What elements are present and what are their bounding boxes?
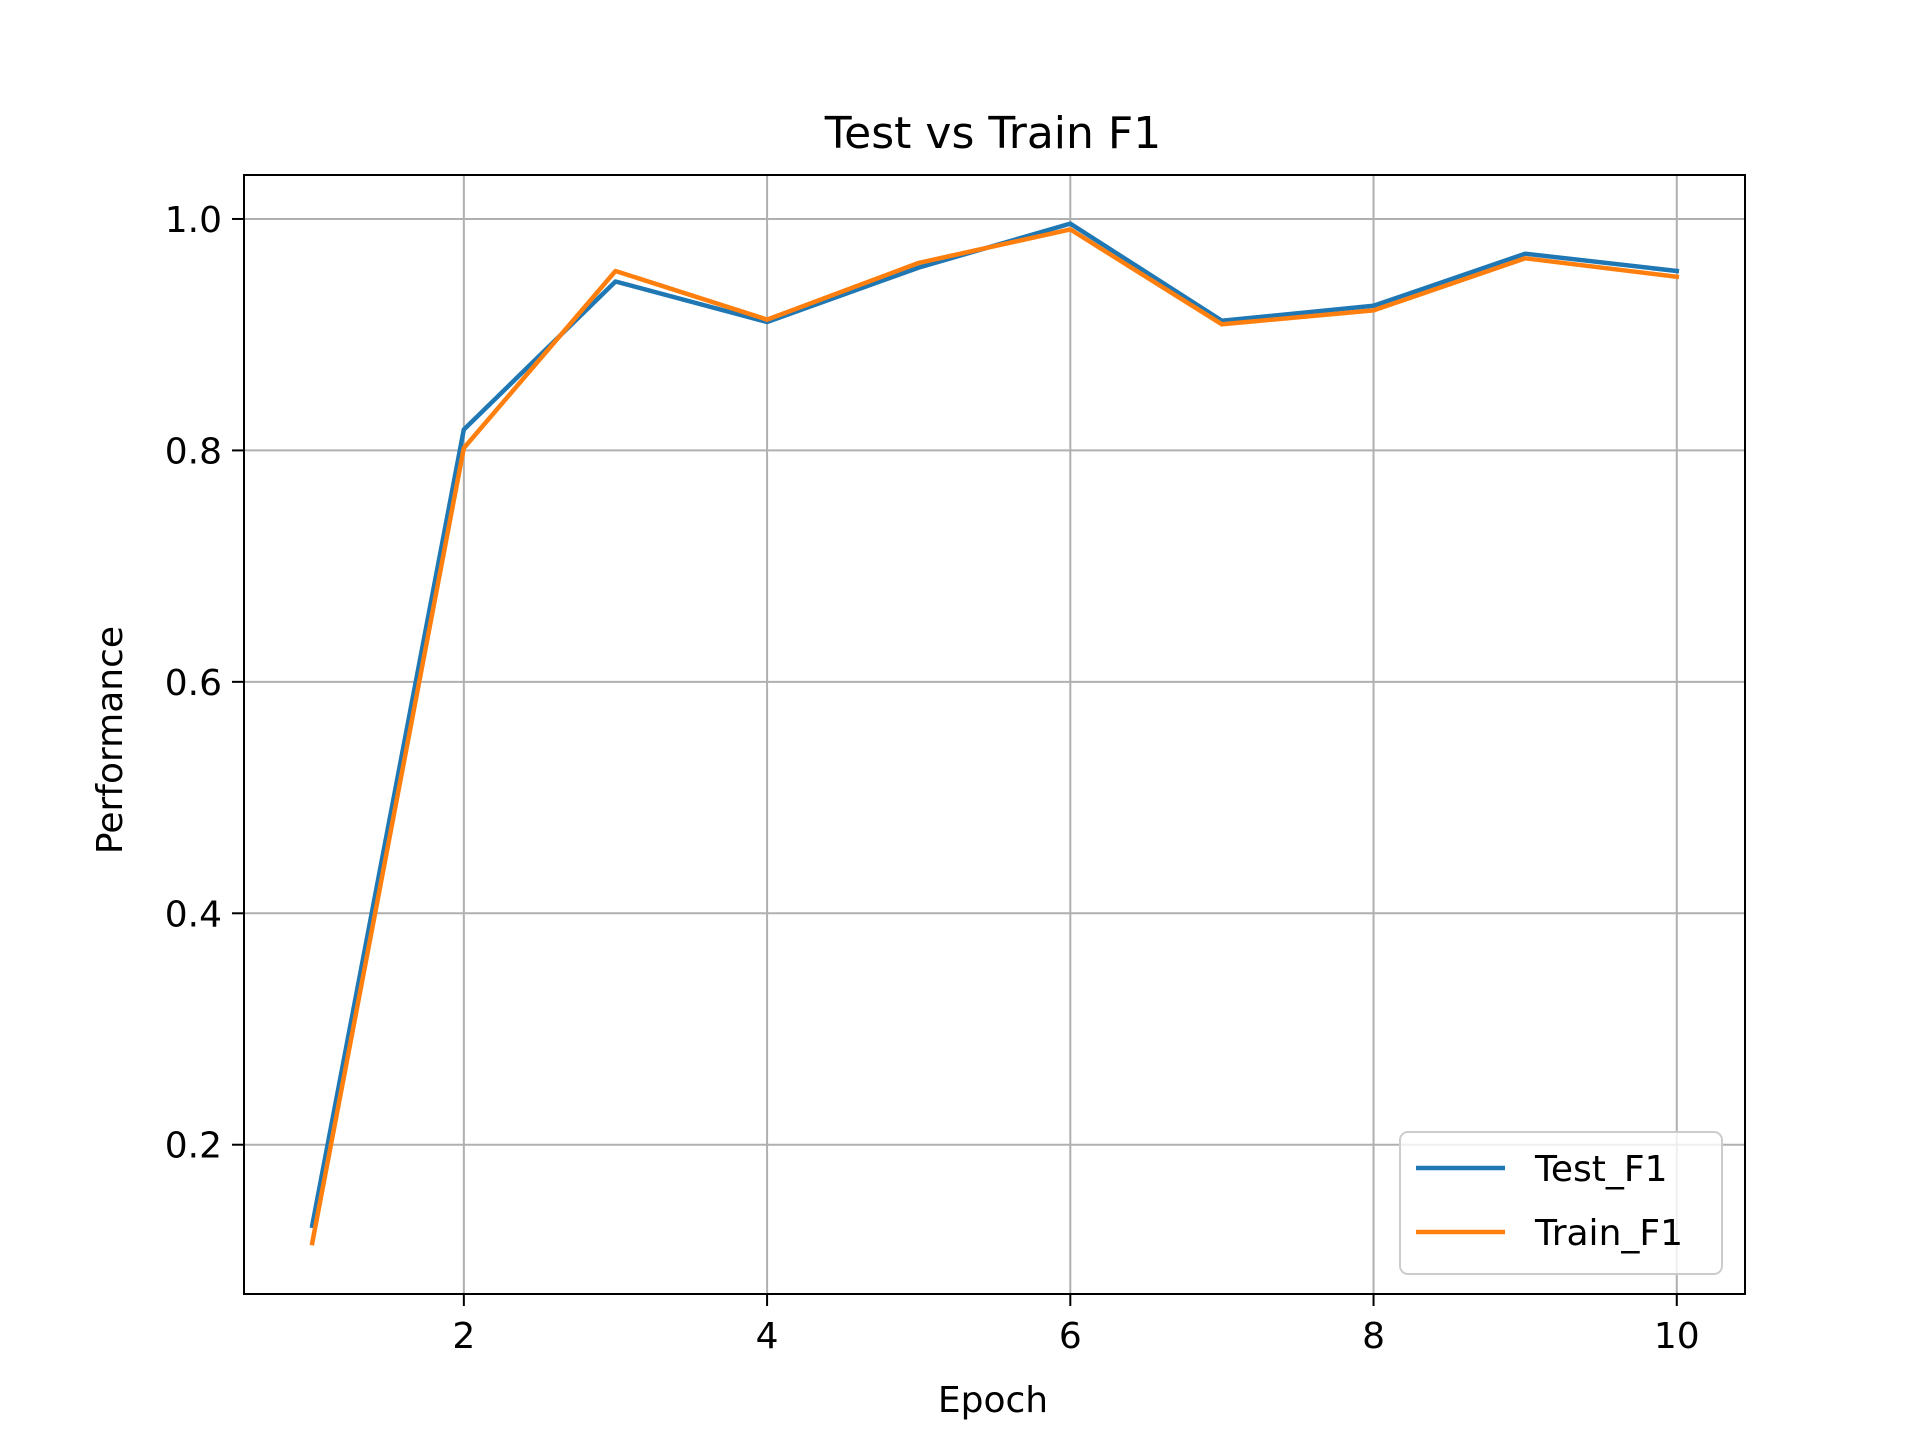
x-tick-label: 4 bbox=[756, 1316, 779, 1357]
y-tick-label: 0.2 bbox=[165, 1126, 222, 1167]
x-tick-label: 10 bbox=[1654, 1316, 1700, 1357]
grid-lines bbox=[244, 175, 1745, 1294]
y-tick-label: 0.8 bbox=[165, 431, 222, 472]
x-tick-label: 2 bbox=[452, 1316, 475, 1357]
y-tick-label: 0.6 bbox=[165, 663, 222, 704]
plot-frame bbox=[243, 174, 1746, 1295]
series-line-train-f1 bbox=[309, 227, 1680, 1246]
x-tick-label: 6 bbox=[1059, 1316, 1082, 1357]
y-axis-label: Performance bbox=[90, 626, 131, 854]
y-tick-label: 0.4 bbox=[165, 894, 222, 935]
legend-label-test-f1: Test_F1 bbox=[1534, 1149, 1668, 1190]
legend: Test_F1 Train_F1 bbox=[1399, 1131, 1723, 1275]
legend-label-train-f1: Train_F1 bbox=[1534, 1213, 1683, 1254]
x-tick-label: 8 bbox=[1362, 1316, 1385, 1357]
x-axis-label: Epoch bbox=[938, 1380, 1048, 1421]
series-lines bbox=[309, 221, 1680, 1246]
y-tick-label: 1.0 bbox=[165, 200, 222, 241]
chart-title: Test vs Train F1 bbox=[824, 108, 1161, 159]
axis-ticks: 2 4 6 8 10 0.2 0.4 0.6 0.8 1.0 bbox=[165, 200, 1700, 1357]
